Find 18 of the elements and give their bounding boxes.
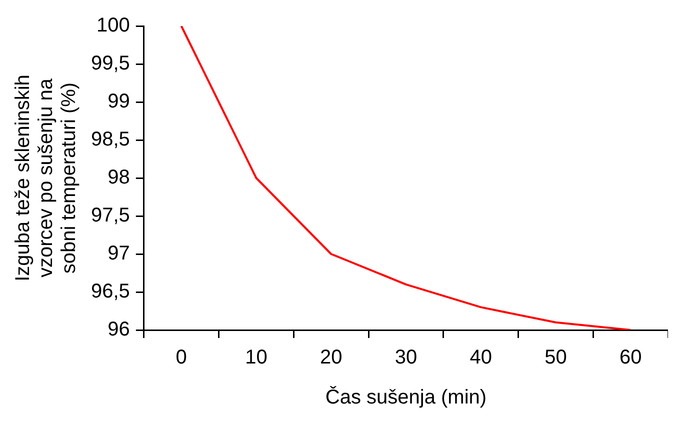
y-tick-label: 100 (96, 14, 130, 37)
y-tick-label: 98,5 (90, 128, 130, 151)
x-axis-title: Čas sušenja (min) (325, 386, 487, 409)
x-tick-label: 20 (320, 346, 342, 369)
x-tick-label: 10 (245, 346, 268, 369)
x-tick-label: 0 (176, 346, 187, 369)
y-tick-label: 99,5 (90, 52, 130, 75)
y-tick-label: 96,5 (90, 280, 130, 303)
y-axis-title: Izguba teže skleninskih vzorcev po sušenju na sobni temperaturi (%) (12, 74, 80, 282)
y-tick-label: 96 (108, 318, 130, 341)
y-tick-label: 99 (108, 90, 130, 113)
x-tick-label: 30 (394, 346, 418, 369)
y-tick-label: 97 (108, 242, 130, 265)
y-tick-label: 97,5 (90, 204, 130, 227)
y-tick-label: 98 (108, 166, 130, 189)
x-tick-label: 40 (470, 346, 492, 369)
x-tick-label: 60 (619, 346, 642, 369)
x-tick-label: 50 (544, 346, 567, 369)
